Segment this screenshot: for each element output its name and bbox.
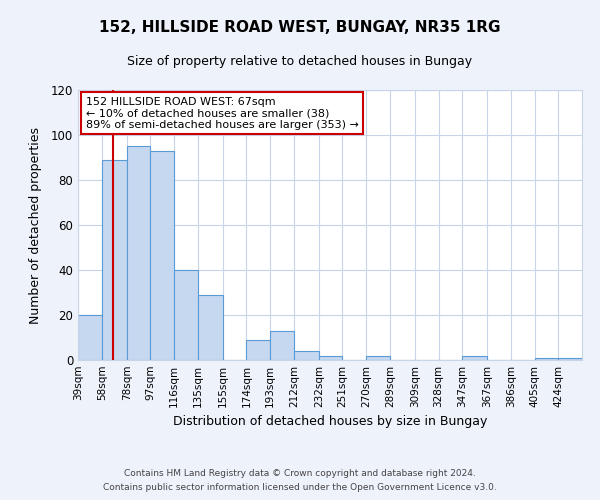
Bar — [558, 358, 582, 360]
Bar — [78, 315, 102, 360]
Text: 152, HILLSIDE ROAD WEST, BUNGAY, NR35 1RG: 152, HILLSIDE ROAD WEST, BUNGAY, NR35 1R… — [99, 20, 501, 35]
Bar — [462, 356, 487, 360]
Bar — [247, 340, 270, 360]
Bar — [127, 146, 151, 360]
Bar — [366, 356, 390, 360]
Bar — [270, 331, 294, 360]
Bar — [294, 351, 319, 360]
Y-axis label: Number of detached properties: Number of detached properties — [29, 126, 43, 324]
Bar — [174, 270, 198, 360]
Text: Contains public sector information licensed under the Open Government Licence v3: Contains public sector information licen… — [103, 484, 497, 492]
Text: Contains HM Land Registry data © Crown copyright and database right 2024.: Contains HM Land Registry data © Crown c… — [124, 468, 476, 477]
Bar — [151, 151, 174, 360]
Bar — [198, 294, 223, 360]
Bar — [102, 160, 127, 360]
Bar — [319, 356, 343, 360]
Bar — [535, 358, 558, 360]
X-axis label: Distribution of detached houses by size in Bungay: Distribution of detached houses by size … — [173, 416, 487, 428]
Text: Size of property relative to detached houses in Bungay: Size of property relative to detached ho… — [127, 55, 473, 68]
Text: 152 HILLSIDE ROAD WEST: 67sqm
← 10% of detached houses are smaller (38)
89% of s: 152 HILLSIDE ROAD WEST: 67sqm ← 10% of d… — [86, 97, 358, 130]
